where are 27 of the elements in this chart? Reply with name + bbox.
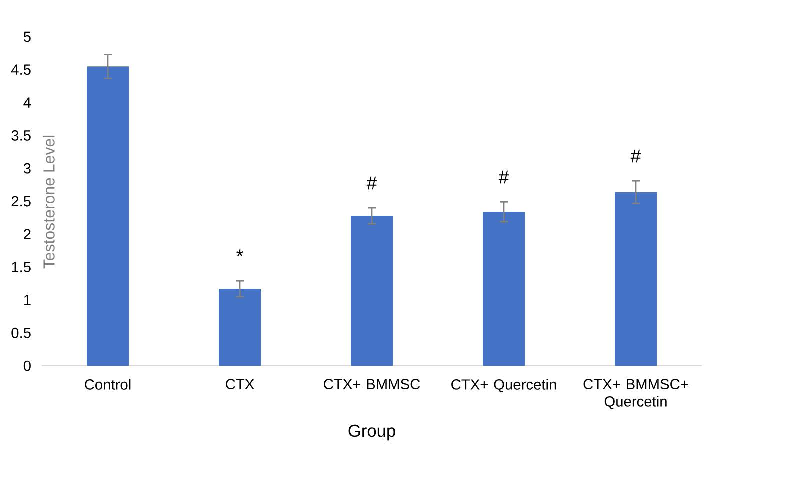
bar	[351, 216, 394, 366]
y-tick-label: 0.5	[12, 328, 31, 338]
y-tick-label: 0	[24, 360, 31, 372]
y-tick-label: 3	[24, 163, 31, 174]
annotation: *	[236, 250, 244, 256]
x-tick-label: CTX+ Quercetin	[452, 379, 556, 393]
y-tick-label: 3.5	[12, 130, 31, 141]
bar	[615, 192, 657, 366]
x-tick-label: CTX+ BMMSC	[324, 379, 420, 390]
y-tick-label: 1.5	[12, 262, 31, 272]
x-tick-label: CTX	[226, 379, 254, 390]
y-axis-title: Testosterone Level	[43, 136, 55, 269]
annotation: #	[630, 150, 642, 163]
annotation: #	[498, 170, 510, 184]
y-tick-label: 2.5	[12, 196, 31, 207]
x-tick-label: CTX+ BMMSC+ Quercetin	[584, 379, 688, 410]
bar	[87, 66, 130, 366]
y-tick-label: 4	[24, 98, 32, 108]
y-tick-label: 5	[24, 32, 31, 42]
x-tick-label: Control	[85, 379, 131, 390]
y-tick-label: 4.5	[11, 64, 31, 76]
y-tick-label: 2	[24, 229, 31, 240]
annotation: #	[366, 176, 378, 190]
x-axis-title: Group	[348, 424, 396, 441]
bar	[483, 212, 526, 366]
y-tick-label: 1	[24, 295, 31, 306]
bar	[219, 289, 261, 366]
